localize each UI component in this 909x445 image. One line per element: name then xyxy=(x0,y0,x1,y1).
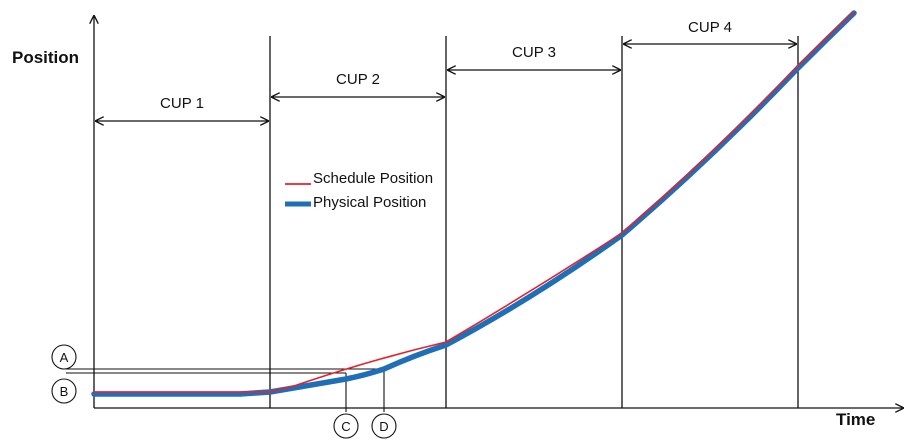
marker-b-label: B xyxy=(60,384,69,399)
legend-physical-label: Physical Position xyxy=(313,194,426,211)
marker-c-label: C xyxy=(341,419,350,434)
marker-c: C xyxy=(333,413,359,439)
physical-position-curve xyxy=(91,10,857,397)
cup-1-label: CUP 1 xyxy=(160,95,204,112)
marker-d-label: D xyxy=(379,419,388,434)
marker-a: A xyxy=(51,344,77,370)
y-axis-label: Position xyxy=(12,48,79,67)
cup-2-label: CUP 2 xyxy=(336,71,380,88)
cup-4-label: CUP 4 xyxy=(688,19,732,36)
schedule-position-curve xyxy=(93,11,855,393)
marker-b: B xyxy=(51,378,77,404)
marker-a-label: A xyxy=(60,350,69,365)
x-axis-label: Time xyxy=(836,410,875,429)
legend-schedule-label: Schedule Position xyxy=(313,170,433,187)
cup-3-label: CUP 3 xyxy=(512,44,556,61)
marker-d: D xyxy=(371,413,397,439)
